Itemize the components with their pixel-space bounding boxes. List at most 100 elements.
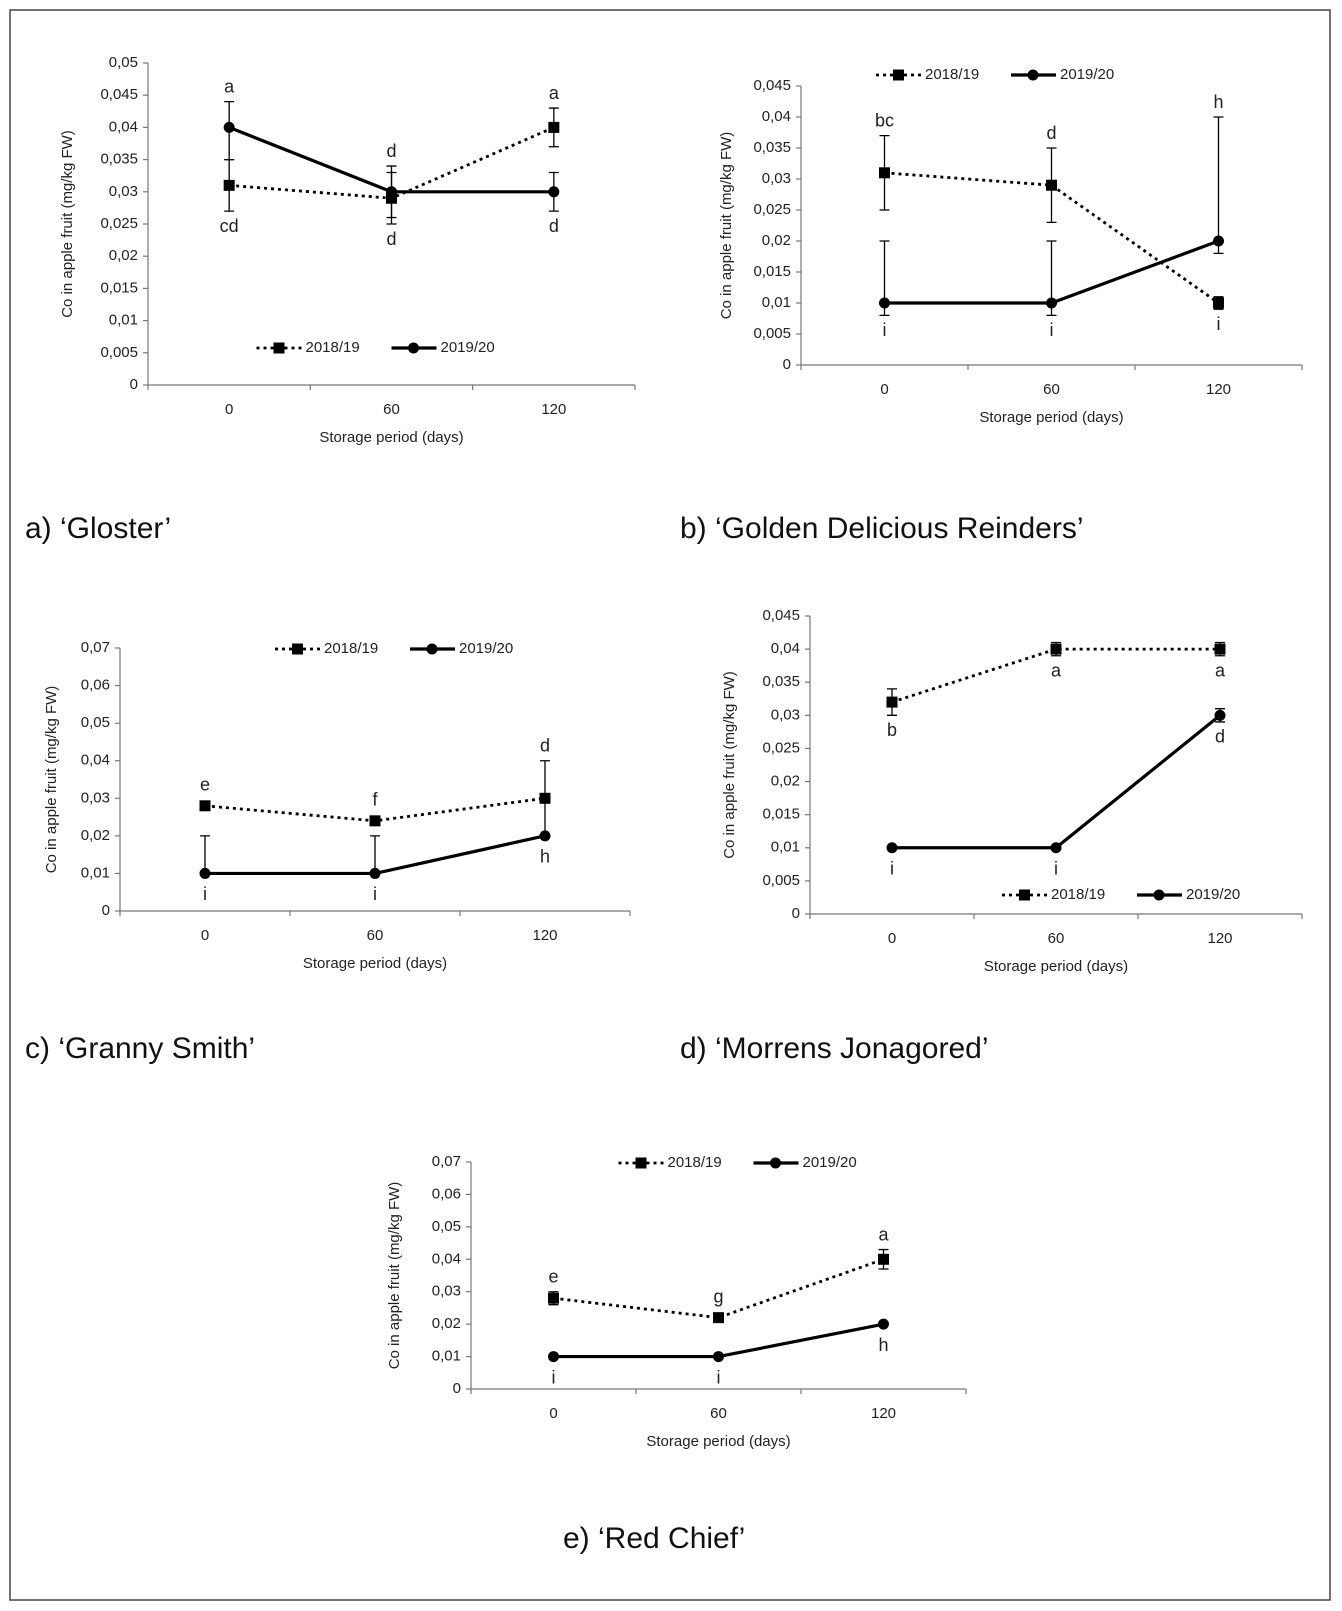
legend-label: 2019/20 bbox=[459, 640, 513, 657]
marker-square bbox=[548, 1292, 559, 1304]
legend-label: 2019/20 bbox=[1060, 66, 1114, 83]
legend-marker bbox=[273, 342, 285, 354]
marker-circle bbox=[199, 867, 211, 879]
chart-caption: e) ‘Red Chief’ bbox=[563, 1522, 745, 1555]
y-tick-label: 0,03 bbox=[81, 789, 110, 806]
y-tick-label: 0,03 bbox=[109, 183, 138, 200]
legend-label: 2018/19 bbox=[925, 66, 979, 83]
x-tick-label: 0 bbox=[888, 930, 896, 947]
y-tick-label: 0,04 bbox=[762, 108, 791, 125]
legend-label: 2018/19 bbox=[324, 640, 378, 657]
chart-caption: d) ‘Morrens Jonagored’ bbox=[680, 1032, 988, 1065]
marker-circle bbox=[1050, 842, 1062, 854]
y-tick-label: 0,005 bbox=[762, 872, 800, 889]
x-tick-label: 120 bbox=[532, 927, 557, 944]
y-tick-label: 0,01 bbox=[432, 1348, 461, 1365]
significance-letter: i bbox=[1054, 859, 1058, 879]
significance-letter: a bbox=[878, 1224, 889, 1244]
significance-letter: d bbox=[549, 216, 559, 236]
y-tick-label: 0,045 bbox=[762, 607, 800, 624]
marker-circle bbox=[1214, 709, 1226, 721]
legend-label: 2018/19 bbox=[668, 1154, 722, 1171]
marker-circle bbox=[886, 842, 898, 854]
chart-caption: c) ‘Granny Smith’ bbox=[25, 1032, 255, 1065]
marker-square bbox=[713, 1312, 724, 1324]
y-axis-label: Co in apple fruit (mg/kg FW) bbox=[43, 686, 60, 874]
y-tick-label: 0,02 bbox=[771, 773, 800, 790]
y-tick-label: 0,015 bbox=[100, 279, 138, 296]
significance-letter: a bbox=[1215, 660, 1226, 680]
y-tick-label: 0,01 bbox=[81, 864, 110, 881]
significance-letter: f bbox=[372, 790, 378, 810]
legend-marker bbox=[1019, 889, 1030, 901]
legend-marker bbox=[893, 69, 904, 81]
marker-square bbox=[199, 800, 211, 812]
y-tick-label: 0,025 bbox=[753, 201, 791, 218]
legend-marker bbox=[408, 342, 419, 354]
significance-letter: d bbox=[386, 141, 396, 161]
y-tick-label: 0,01 bbox=[771, 839, 800, 856]
y-axis-label: Co in apple fruit (mg/kg FW) bbox=[718, 132, 735, 320]
significance-letter: i bbox=[1050, 320, 1054, 340]
marker-circle bbox=[879, 297, 890, 309]
y-tick-label: 0,03 bbox=[432, 1283, 461, 1300]
y-tick-label: 0,025 bbox=[100, 215, 138, 232]
error-bar bbox=[1213, 116, 1224, 255]
y-tick-label: 0,06 bbox=[432, 1185, 461, 1202]
significance-letter: i bbox=[883, 320, 887, 340]
x-axis-label: Storage period (days) bbox=[979, 409, 1123, 426]
significance-letter: h bbox=[1213, 92, 1223, 112]
significance-letter: i bbox=[552, 1367, 556, 1387]
marker-circle bbox=[1213, 235, 1224, 247]
significance-letter: a bbox=[224, 76, 235, 96]
series-line bbox=[553, 1257, 884, 1320]
x-tick-label: 60 bbox=[383, 401, 400, 418]
y-tick-label: 0 bbox=[792, 905, 800, 922]
y-tick-label: 0,01 bbox=[109, 312, 138, 329]
x-axis-label: Storage period (days) bbox=[646, 1433, 790, 1450]
x-axis-label: Storage period (days) bbox=[303, 955, 447, 972]
marker-square bbox=[1214, 643, 1226, 655]
y-tick-label: 0,045 bbox=[100, 86, 138, 103]
significance-letter: h bbox=[878, 1335, 888, 1355]
x-tick-label: 60 bbox=[1048, 930, 1065, 947]
marker-square bbox=[369, 815, 381, 827]
significance-letter: d bbox=[540, 735, 550, 755]
y-tick-label: 0,05 bbox=[432, 1218, 461, 1235]
x-tick-label: 0 bbox=[549, 1405, 557, 1422]
y-tick-label: 0,03 bbox=[771, 706, 800, 723]
y-tick-label: 0,04 bbox=[771, 640, 800, 657]
significance-letter: i bbox=[373, 884, 377, 904]
y-tick-label: 0,05 bbox=[109, 54, 138, 71]
significance-letter: i bbox=[890, 859, 894, 879]
y-tick-label: 0,07 bbox=[81, 639, 110, 656]
y-axis-label: Co in apple fruit (mg/kg FW) bbox=[721, 671, 738, 859]
significance-letter: i bbox=[203, 884, 207, 904]
marker-square bbox=[1213, 297, 1224, 309]
chart-caption: b) ‘Golden Delicious Reinders’ bbox=[680, 512, 1084, 545]
chart-caption: a) ‘Gloster’ bbox=[25, 512, 171, 545]
x-tick-label: 120 bbox=[1207, 930, 1232, 947]
y-tick-label: 0,04 bbox=[81, 752, 110, 769]
marker-square bbox=[1050, 643, 1062, 655]
legend-label: 2018/19 bbox=[306, 339, 360, 356]
marker-square bbox=[223, 179, 235, 191]
y-tick-label: 0,005 bbox=[100, 344, 138, 361]
marker-square bbox=[878, 1253, 889, 1265]
y-tick-label: 0,015 bbox=[762, 806, 800, 823]
y-tick-label: 0,02 bbox=[762, 232, 791, 249]
legend-marker bbox=[292, 643, 303, 655]
y-tick-label: 0 bbox=[130, 376, 138, 393]
significance-letter: b bbox=[887, 720, 897, 740]
significance-letter: e bbox=[200, 775, 210, 795]
legend-label: 2019/20 bbox=[1186, 886, 1240, 903]
y-tick-label: 0,04 bbox=[109, 118, 138, 135]
x-tick-label: 120 bbox=[541, 401, 566, 418]
marker-circle bbox=[369, 867, 381, 879]
x-tick-label: 0 bbox=[225, 401, 233, 418]
legend-marker bbox=[426, 643, 438, 655]
marker-square bbox=[539, 792, 551, 804]
legend-marker bbox=[1027, 69, 1039, 81]
marker-circle bbox=[548, 186, 560, 198]
